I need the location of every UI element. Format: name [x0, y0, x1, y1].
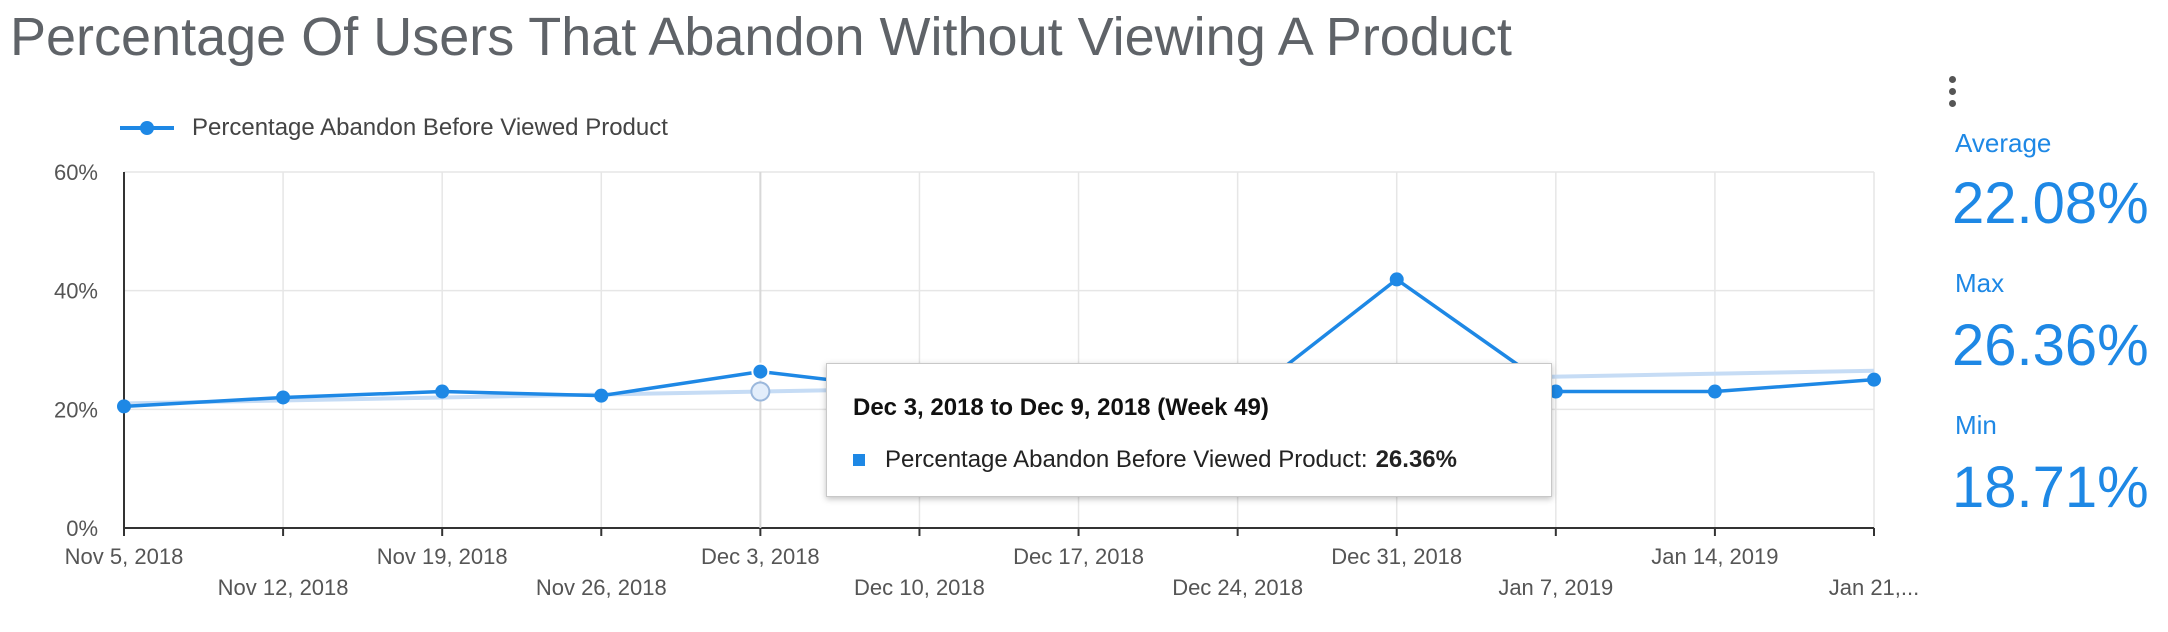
min-label: Min — [1955, 410, 1997, 440]
data-point — [1389, 272, 1404, 287]
x-tick-label: Nov 26, 2018 — [536, 575, 667, 600]
x-tick-label: Jan 21,... — [1829, 575, 1920, 600]
average-label: Average — [1955, 128, 2052, 158]
min-value: 18.71% — [1952, 455, 2149, 520]
y-tick-label: 60% — [54, 160, 98, 185]
tooltip-series-label: Percentage Abandon Before Viewed Product… — [885, 446, 1368, 473]
data-point — [1548, 384, 1563, 399]
highlighted-trend-point — [750, 381, 771, 402]
x-tick-label: Jan 14, 2019 — [1651, 544, 1778, 569]
y-tick-label: 20% — [54, 397, 98, 422]
data-point — [117, 399, 131, 414]
highlighted-point — [751, 362, 770, 381]
legend[interactable]: Percentage Abandon Before Viewed Product — [120, 110, 668, 146]
more-options-icon[interactable] — [1944, 76, 1960, 114]
x-tick-label: Dec 10, 2018 — [854, 575, 985, 600]
max-label: Max — [1955, 268, 2005, 298]
x-tick-label: Dec 24, 2018 — [1172, 575, 1303, 600]
x-tick-label: Dec 3, 2018 — [701, 544, 820, 569]
data-point — [435, 384, 450, 399]
x-tick-label: Nov 12, 2018 — [218, 575, 349, 600]
data-point — [594, 388, 609, 403]
tooltip-title: Dec 3, 2018 to Dec 9, 2018 (Week 49) — [853, 394, 1269, 421]
chart-title: Percentage Of Users That Abandon Without… — [10, 7, 1512, 67]
data-point — [1707, 384, 1722, 399]
tooltip-value: 26.36% — [1375, 446, 1457, 473]
y-tick-label: 40% — [54, 279, 98, 304]
x-tick-label: Dec 31, 2018 — [1331, 544, 1462, 569]
x-tick-label: Jan 7, 2019 — [1498, 575, 1613, 600]
series-swatch-icon — [853, 454, 865, 466]
tooltip-row: Percentage Abandon Before Viewed Product… — [853, 446, 1457, 474]
average-value: 22.08% — [1952, 171, 2149, 236]
max-value: 26.36% — [1952, 313, 2149, 378]
x-tick-label: Nov 19, 2018 — [377, 544, 508, 569]
x-tick-label: Dec 17, 2018 — [1013, 544, 1144, 569]
data-point — [276, 390, 291, 405]
legend-label: Percentage Abandon Before Viewed Product — [192, 114, 668, 141]
x-tick-label: Nov 5, 2018 — [65, 544, 184, 569]
data-point — [1867, 372, 1881, 387]
data-tooltip: Dec 3, 2018 to Dec 9, 2018 (Week 49) Per… — [826, 363, 1552, 497]
y-tick-label: 0% — [66, 516, 98, 541]
legend-marker-icon — [120, 121, 174, 135]
